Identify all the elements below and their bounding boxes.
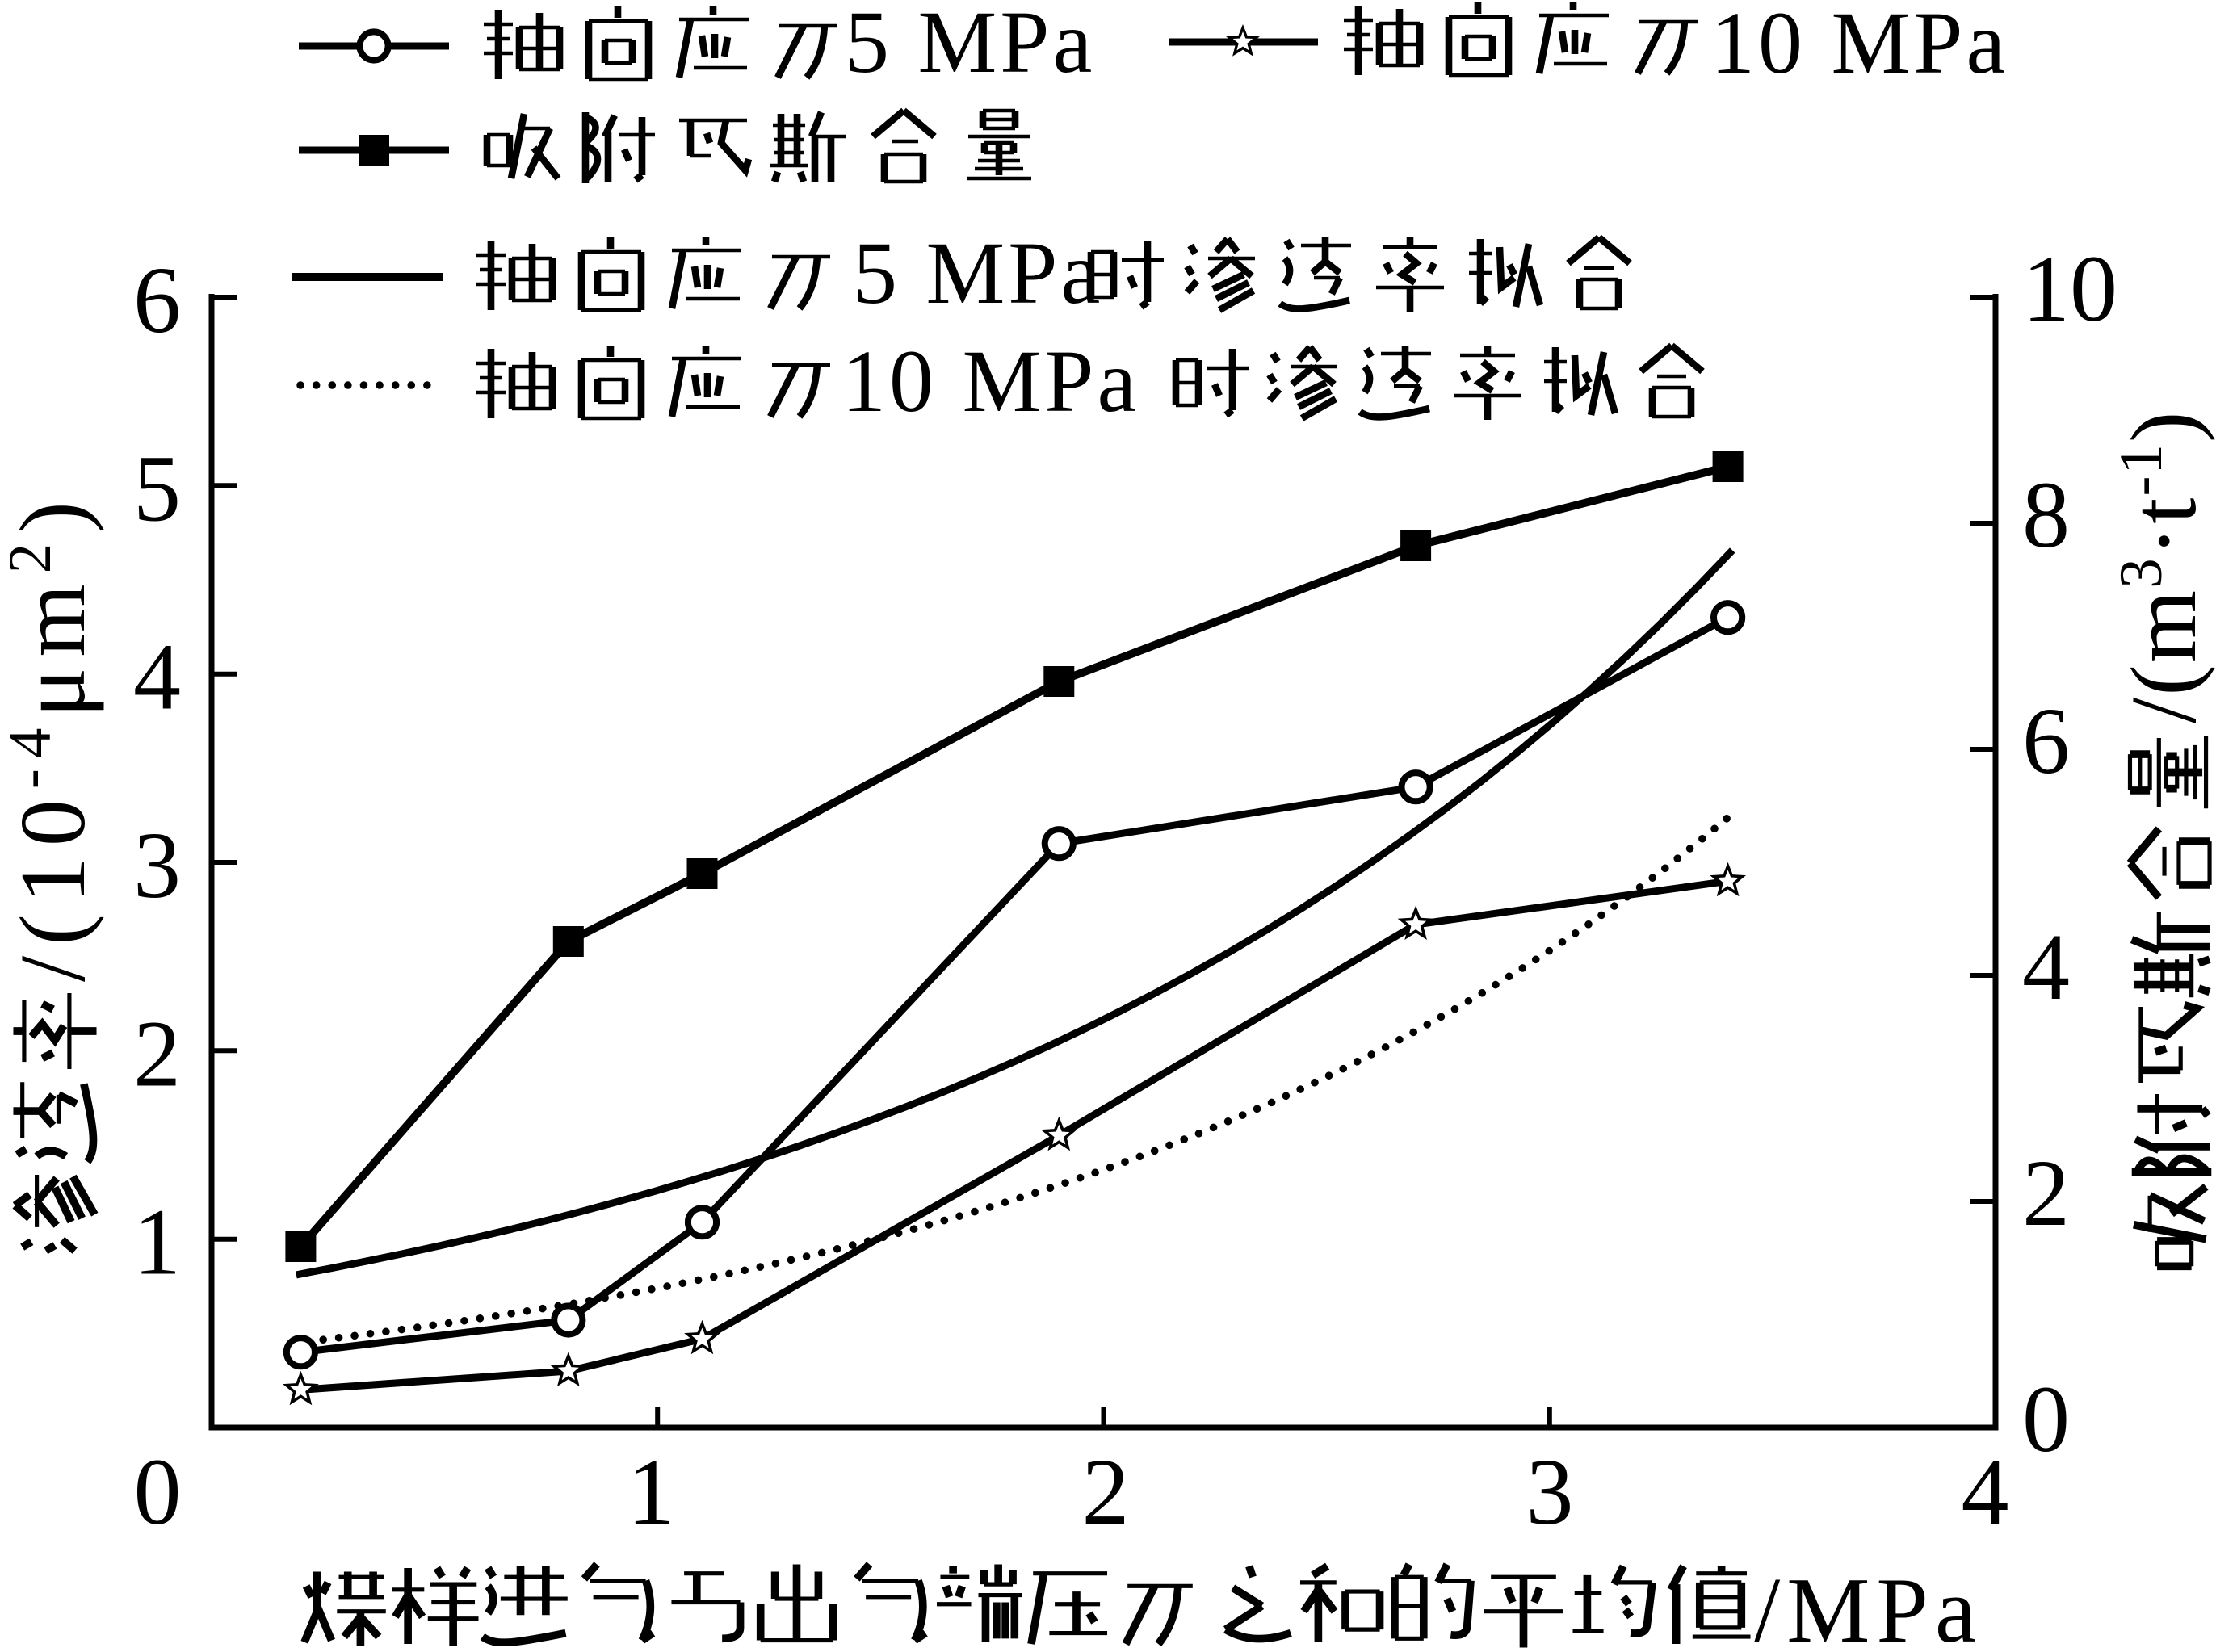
svg-text:6: 6: [133, 247, 181, 353]
svg-text:4: 4: [1962, 1439, 2009, 1545]
svg-text:5: 5: [133, 435, 181, 541]
svg-text:1: 1: [133, 1189, 181, 1295]
svg-text:2: 2: [133, 1000, 181, 1106]
svg-text:2: 2: [2022, 1140, 2070, 1246]
svg-text:0: 0: [134, 1439, 182, 1545]
svg-text:5 MPa: 5 MPa: [853, 224, 1103, 322]
svg-text:3: 3: [133, 812, 181, 918]
svg-text:4: 4: [2022, 914, 2070, 1020]
svg-text:1: 1: [627, 1439, 675, 1545]
svg-text:0: 0: [2022, 1366, 2070, 1472]
svg-text:6: 6: [2022, 688, 2070, 794]
svg-text:4: 4: [133, 624, 181, 730]
svg-text:8: 8: [2022, 462, 2070, 568]
svg-text:10 MPa: 10 MPa: [841, 332, 1139, 430]
svg-text:10: 10: [2022, 236, 2117, 342]
svg-text:10 MPa: 10 MPa: [1710, 0, 2008, 92]
svg-text:5 MPa: 5 MPa: [845, 0, 1095, 91]
svg-text:2: 2: [1082, 1439, 1130, 1545]
svg-text:3: 3: [1526, 1439, 1574, 1545]
svg-text:/MPa: /MPa: [1754, 1559, 1983, 1652]
